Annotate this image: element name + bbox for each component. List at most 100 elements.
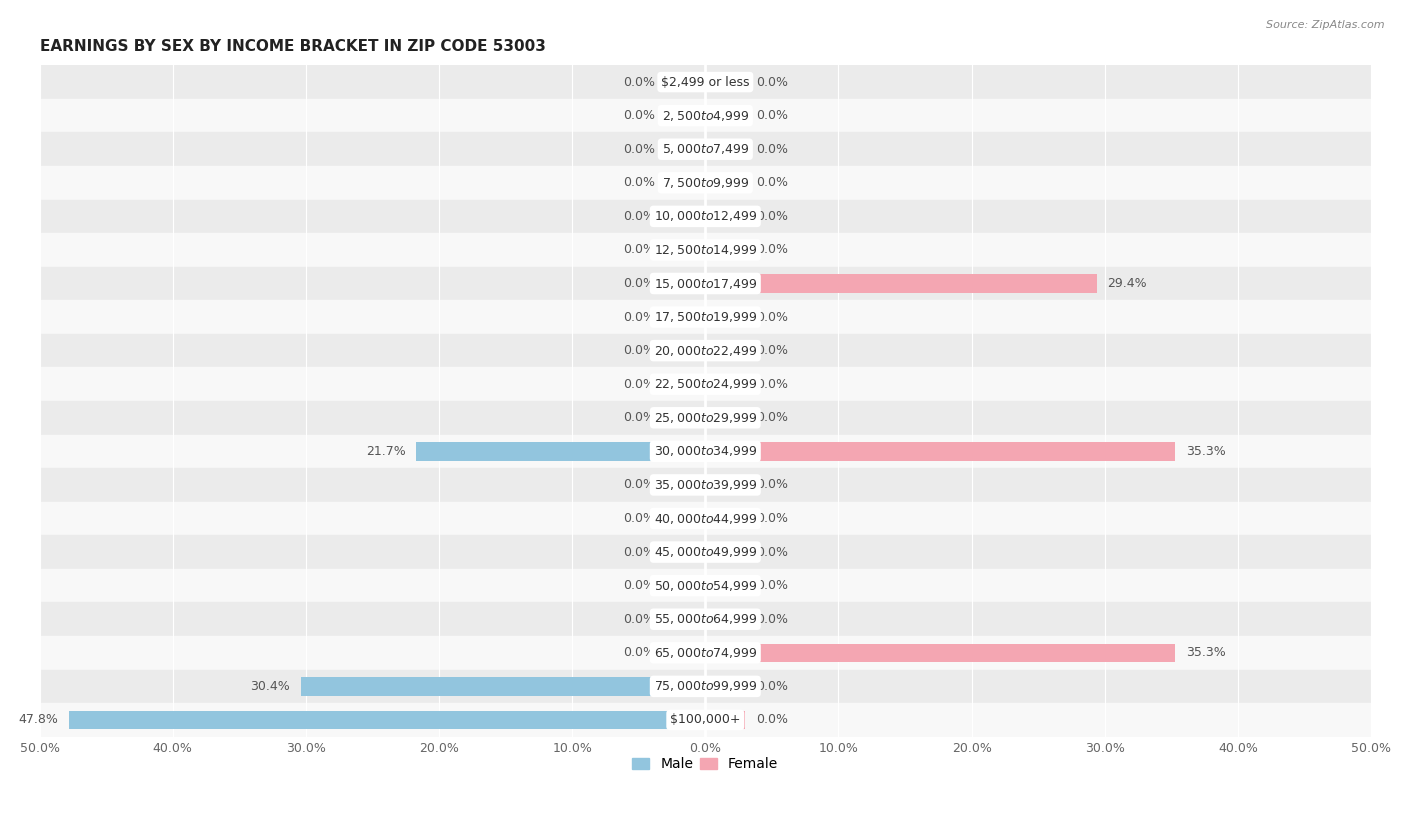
Text: 0.0%: 0.0% xyxy=(756,109,787,122)
Bar xyxy=(39,703,1371,737)
Text: 0.0%: 0.0% xyxy=(623,546,655,559)
Bar xyxy=(39,535,1371,569)
Bar xyxy=(39,199,1371,233)
Bar xyxy=(39,401,1371,435)
Text: $7,500 to $9,999: $7,500 to $9,999 xyxy=(661,176,749,189)
Bar xyxy=(706,711,745,729)
Text: 0.0%: 0.0% xyxy=(623,109,655,122)
Bar xyxy=(706,610,745,628)
Bar xyxy=(706,409,745,427)
Text: 0.0%: 0.0% xyxy=(623,512,655,525)
Bar xyxy=(706,140,745,159)
Bar xyxy=(39,233,1371,267)
Text: 0.0%: 0.0% xyxy=(623,143,655,156)
Text: 0.0%: 0.0% xyxy=(623,613,655,626)
Bar xyxy=(39,367,1371,401)
Text: $25,000 to $29,999: $25,000 to $29,999 xyxy=(654,411,756,425)
Bar xyxy=(706,442,1175,461)
Bar xyxy=(706,543,745,561)
Bar xyxy=(39,99,1371,133)
Text: $40,000 to $44,999: $40,000 to $44,999 xyxy=(654,511,756,525)
Bar xyxy=(706,73,745,91)
Bar xyxy=(665,107,706,125)
Text: $2,499 or less: $2,499 or less xyxy=(661,76,749,89)
Text: 0.0%: 0.0% xyxy=(756,546,787,559)
Bar xyxy=(706,476,745,494)
Bar xyxy=(39,334,1371,367)
Text: 21.7%: 21.7% xyxy=(366,445,406,458)
Text: 29.4%: 29.4% xyxy=(1108,277,1147,290)
Text: 0.0%: 0.0% xyxy=(756,311,787,324)
Bar xyxy=(706,107,745,125)
Text: $15,000 to $17,499: $15,000 to $17,499 xyxy=(654,276,756,290)
Bar xyxy=(39,267,1371,300)
Text: $45,000 to $49,999: $45,000 to $49,999 xyxy=(654,545,756,559)
Text: $5,000 to $7,499: $5,000 to $7,499 xyxy=(661,142,749,156)
Bar xyxy=(665,341,706,360)
Text: 0.0%: 0.0% xyxy=(623,76,655,89)
Bar xyxy=(39,435,1371,468)
Bar xyxy=(39,468,1371,502)
Bar xyxy=(416,442,706,461)
Text: 0.0%: 0.0% xyxy=(756,680,787,693)
Legend: Male, Female: Male, Female xyxy=(627,752,783,776)
Bar xyxy=(69,711,706,729)
Text: 47.8%: 47.8% xyxy=(18,714,58,727)
Text: 0.0%: 0.0% xyxy=(756,378,787,391)
Text: $30,000 to $34,999: $30,000 to $34,999 xyxy=(654,445,756,459)
Bar xyxy=(706,308,745,326)
Bar xyxy=(706,173,745,192)
Text: 0.0%: 0.0% xyxy=(623,176,655,189)
Text: 0.0%: 0.0% xyxy=(756,411,787,424)
Text: 0.0%: 0.0% xyxy=(756,579,787,592)
Text: $22,500 to $24,999: $22,500 to $24,999 xyxy=(654,377,756,391)
Text: 0.0%: 0.0% xyxy=(756,243,787,256)
Bar xyxy=(706,274,1097,293)
Text: $12,500 to $14,999: $12,500 to $14,999 xyxy=(654,243,756,257)
Bar xyxy=(665,207,706,225)
Text: $55,000 to $64,999: $55,000 to $64,999 xyxy=(654,612,756,626)
Bar xyxy=(39,65,1371,99)
Text: 0.0%: 0.0% xyxy=(623,579,655,592)
Bar xyxy=(665,576,706,595)
Bar xyxy=(665,241,706,259)
Bar xyxy=(706,241,745,259)
Bar xyxy=(39,602,1371,636)
Text: 0.0%: 0.0% xyxy=(756,714,787,727)
Text: $10,000 to $12,499: $10,000 to $12,499 xyxy=(654,210,756,224)
Bar xyxy=(39,166,1371,199)
Bar xyxy=(39,133,1371,166)
Text: $65,000 to $74,999: $65,000 to $74,999 xyxy=(654,646,756,660)
Bar xyxy=(665,173,706,192)
Bar xyxy=(706,677,745,696)
Bar xyxy=(706,509,745,528)
Text: 0.0%: 0.0% xyxy=(756,176,787,189)
Bar xyxy=(665,308,706,326)
Bar xyxy=(39,502,1371,535)
Bar xyxy=(665,274,706,293)
Text: $17,500 to $19,999: $17,500 to $19,999 xyxy=(654,310,756,324)
Bar xyxy=(706,341,745,360)
Text: 0.0%: 0.0% xyxy=(756,344,787,357)
Bar xyxy=(665,543,706,561)
Bar xyxy=(39,569,1371,602)
Text: 0.0%: 0.0% xyxy=(756,210,787,223)
Bar xyxy=(665,509,706,528)
Bar xyxy=(665,375,706,393)
Text: 0.0%: 0.0% xyxy=(623,311,655,324)
Bar xyxy=(665,409,706,427)
Bar xyxy=(706,576,745,595)
Text: 30.4%: 30.4% xyxy=(250,680,290,693)
Bar xyxy=(706,207,745,225)
Bar xyxy=(665,73,706,91)
Text: $35,000 to $39,999: $35,000 to $39,999 xyxy=(654,478,756,492)
Text: 0.0%: 0.0% xyxy=(756,478,787,491)
Text: 0.0%: 0.0% xyxy=(756,613,787,626)
Bar xyxy=(301,677,706,696)
Bar xyxy=(665,140,706,159)
Text: Source: ZipAtlas.com: Source: ZipAtlas.com xyxy=(1267,20,1385,30)
Text: $75,000 to $99,999: $75,000 to $99,999 xyxy=(654,680,756,693)
Text: 0.0%: 0.0% xyxy=(756,76,787,89)
Text: 35.3%: 35.3% xyxy=(1185,445,1226,458)
Text: $50,000 to $54,999: $50,000 to $54,999 xyxy=(654,579,756,593)
